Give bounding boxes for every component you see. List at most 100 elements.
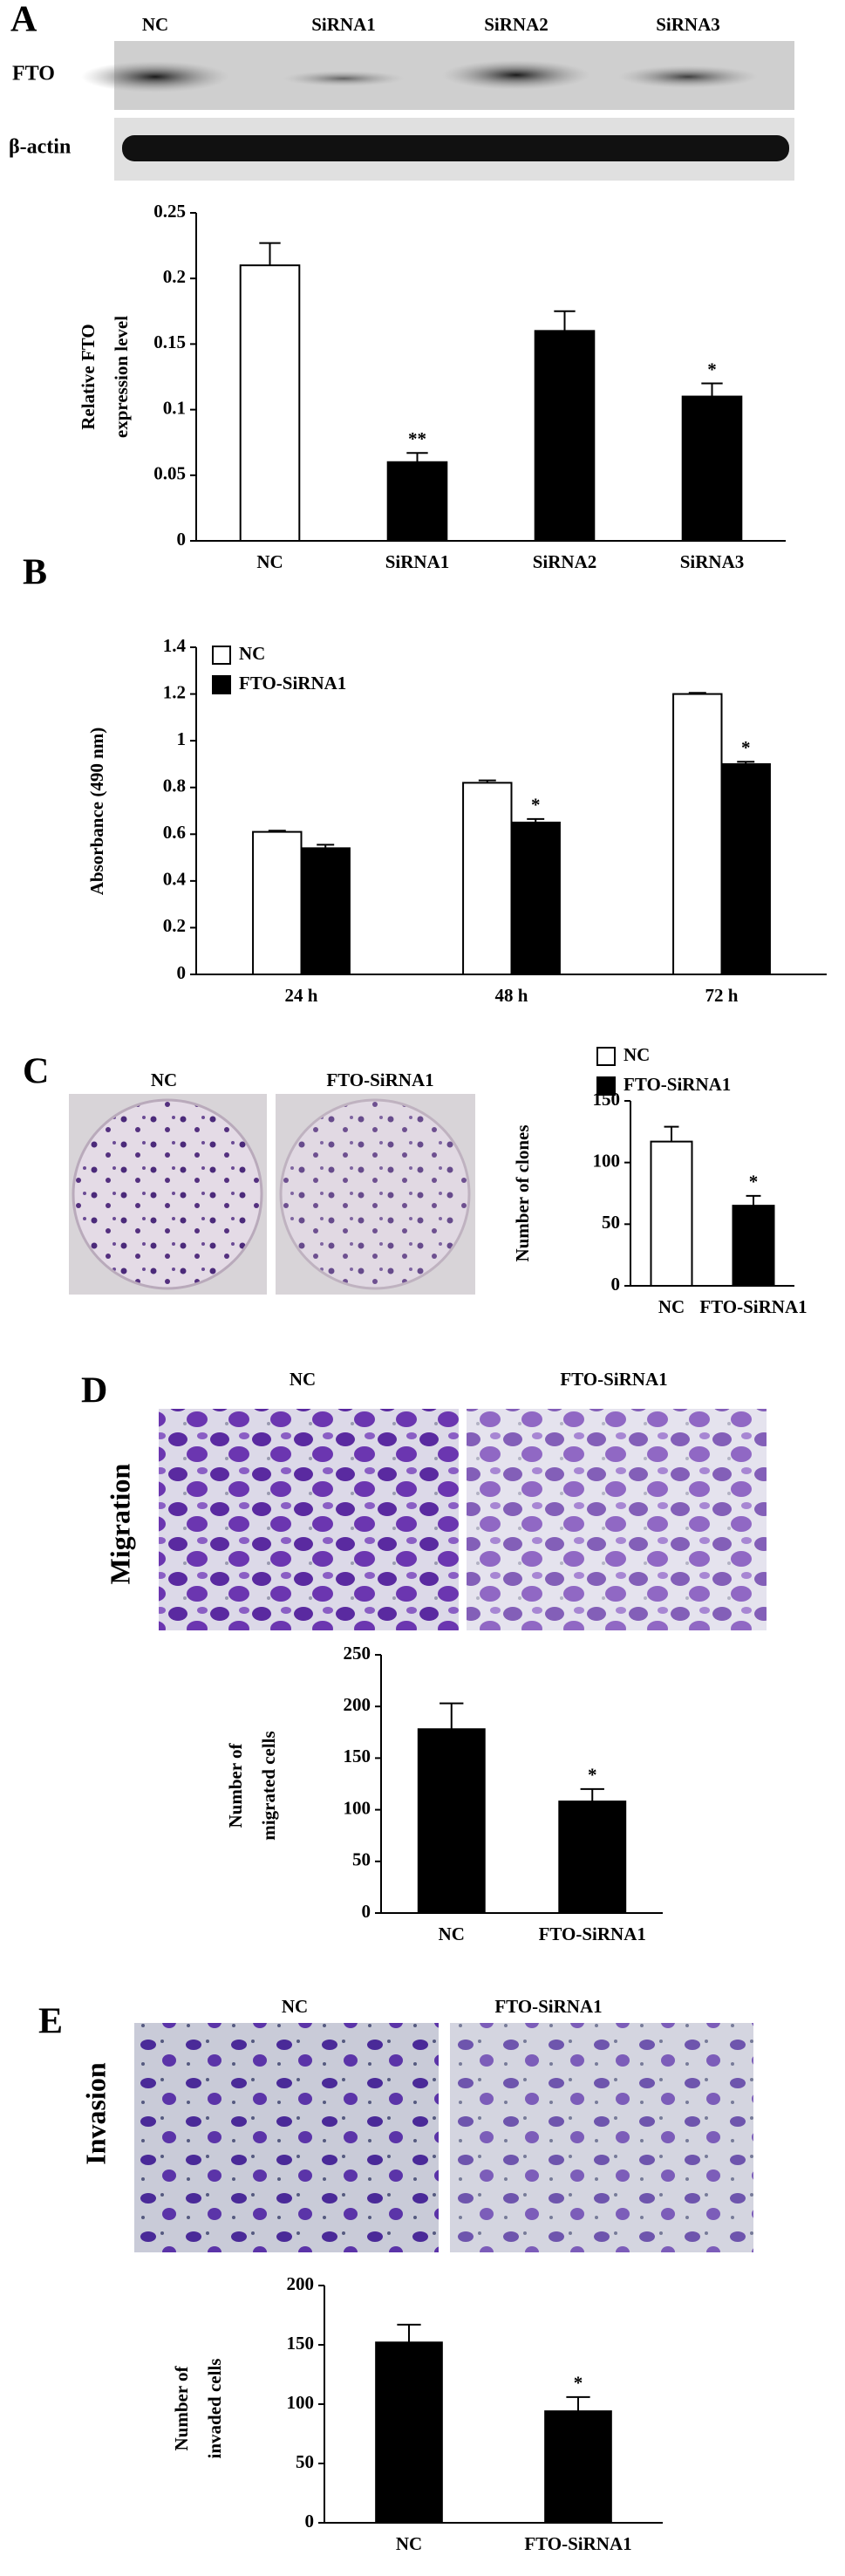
- significance-mark: *: [749, 1172, 759, 1192]
- image-label: FTO-SiRNA1: [494, 1996, 602, 2017]
- panel-letter: C: [23, 1052, 49, 1092]
- x-tick-label: 72 h: [705, 985, 739, 1006]
- error-bar: [746, 1194, 761, 1206]
- y-tick-label: 0.15: [153, 331, 186, 352]
- colony-dish: [72, 1098, 263, 1290]
- lane-label: SiRNA2: [484, 14, 549, 35]
- bar: [681, 395, 743, 542]
- error-bar: [317, 844, 335, 849]
- x-tick-label: FTO-SiRNA1: [539, 1923, 646, 1944]
- error-bar: [566, 2395, 590, 2412]
- y-tick-label: 100: [344, 1797, 371, 1818]
- error-bar: [440, 1702, 464, 1730]
- x-tick-label: SiRNA1: [385, 551, 450, 572]
- x-tick-label: 48 h: [495, 985, 528, 1006]
- error-bar: [268, 830, 286, 832]
- y-tick-label: 250: [344, 1643, 371, 1664]
- x-tick-label: NC: [439, 1923, 465, 1944]
- y-tick-label: 0: [362, 1901, 371, 1922]
- significance-mark: *: [588, 1765, 597, 1786]
- legend-swatch: [596, 1047, 616, 1066]
- bar: [720, 762, 771, 976]
- x-tick-label: FTO-SiRNA1: [524, 2533, 631, 2554]
- bar: [672, 693, 723, 975]
- legend-label: NC: [239, 643, 265, 664]
- error-bar: [737, 761, 755, 764]
- significance-mark: **: [408, 428, 426, 449]
- y-tick-label: 1.4: [163, 635, 187, 656]
- significance-mark: *: [741, 737, 751, 758]
- bar: [650, 1140, 693, 1288]
- bar: [544, 2410, 612, 2524]
- y-tick-label: 0.6: [163, 822, 186, 843]
- panel-letter: B: [23, 553, 47, 593]
- error-bar: [664, 1125, 679, 1142]
- y-tick-label: 200: [287, 2273, 315, 2294]
- y-tick-label: 0.25: [153, 201, 186, 222]
- x-tick-label: SiRNA2: [533, 551, 597, 572]
- bar: [510, 821, 561, 976]
- y-tick-label: 0.8: [163, 776, 186, 796]
- x-tick-label: NC: [256, 551, 283, 572]
- bar: [375, 2341, 443, 2525]
- error-bar: [701, 382, 723, 397]
- x-tick-label: NC: [658, 1296, 685, 1317]
- micrograph: [467, 1409, 767, 1630]
- image-label: NC: [282, 1996, 308, 2017]
- y-axis-label: migrated cells: [258, 1731, 279, 1840]
- y-tick-label: 0.2: [163, 915, 186, 936]
- y-tick-label: 0: [305, 2511, 315, 2532]
- error-bar: [554, 310, 576, 331]
- legend-swatch: [596, 1076, 616, 1096]
- y-axis-label: invaded cells: [204, 2359, 225, 2459]
- y-tick-label: 0: [177, 962, 187, 983]
- legend-swatch: [212, 675, 231, 694]
- y-tick-label: 50: [296, 2451, 314, 2472]
- micrograph: [159, 1409, 459, 1630]
- legend-swatch: [212, 646, 231, 665]
- micrograph: [134, 2023, 439, 2252]
- y-tick-label: 0: [177, 529, 187, 550]
- image-label: FTO-SiRNA1: [560, 1369, 667, 1390]
- y-tick-label: 1.2: [163, 681, 186, 702]
- side-label: Invasion: [79, 2062, 111, 2165]
- y-axis-label: Number of: [225, 1742, 246, 1828]
- y-axis-label: Absorbance (490 nm): [86, 728, 107, 896]
- error-bar: [688, 692, 706, 694]
- y-tick-label: 1: [177, 728, 187, 749]
- y-tick-label: 100: [287, 2392, 315, 2413]
- y-tick-label: 150: [287, 2333, 315, 2354]
- y-tick-label: 100: [593, 1150, 621, 1171]
- x-tick-label: 24 h: [285, 985, 318, 1006]
- error-bar: [580, 1787, 604, 1802]
- lane-label: NC: [142, 14, 168, 35]
- bar: [558, 1800, 627, 1914]
- error-bar: [259, 242, 281, 266]
- x-tick-label: NC: [396, 2533, 422, 2554]
- y-tick-label: 0.4: [163, 869, 187, 890]
- error-bar: [397, 2323, 421, 2343]
- blot-actin: [114, 118, 794, 181]
- error-bar: [478, 779, 496, 783]
- bar: [239, 264, 301, 542]
- micrograph: [450, 2023, 753, 2252]
- y-tick-label: 0.2: [163, 266, 186, 287]
- x-tick-label: SiRNA3: [680, 551, 745, 572]
- bar: [417, 1728, 486, 1915]
- legend-label: FTO-SiRNA1: [239, 673, 346, 694]
- error-bar: [527, 817, 545, 823]
- y-tick-label: 200: [344, 1694, 371, 1715]
- significance-mark: *: [707, 359, 717, 379]
- legend-label: FTO-SiRNA1: [624, 1074, 731, 1095]
- image-label: NC: [290, 1369, 316, 1390]
- bar: [534, 330, 596, 542]
- blot-row-label: FTO: [12, 63, 55, 85]
- y-axis-label: Relative FTO: [78, 324, 99, 430]
- x-tick-label: FTO-SiRNA1: [699, 1296, 807, 1317]
- panel-letter: E: [38, 2002, 63, 2042]
- lane-label: SiRNA1: [311, 14, 376, 35]
- error-bar: [406, 452, 428, 462]
- bar: [732, 1205, 775, 1287]
- blot-row-label: β-actin: [9, 136, 71, 159]
